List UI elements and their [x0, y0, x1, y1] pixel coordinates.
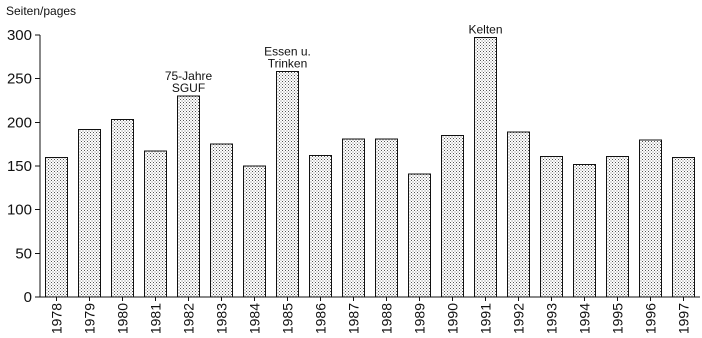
- bar-1982: [177, 95, 200, 298]
- x-tick-label-1989: 1989: [412, 303, 428, 334]
- x-tick-label-1995: 1995: [610, 303, 626, 334]
- x-tick-label-1997: 1997: [676, 303, 692, 334]
- x-tick-label-1990: 1990: [445, 303, 461, 334]
- bar-1988: [375, 138, 398, 298]
- y-tick-label: 250: [7, 71, 32, 88]
- bar-1984: [243, 165, 266, 298]
- x-tick-label-1996: 1996: [643, 303, 659, 334]
- bar-1990: [441, 134, 464, 298]
- bar-1996: [639, 139, 662, 298]
- y-tick-label: 0: [24, 289, 32, 306]
- x-tick-label-1987: 1987: [346, 303, 362, 334]
- bar-1993: [540, 155, 563, 298]
- bar-1994: [573, 163, 596, 298]
- y-tick-label: 300: [7, 27, 32, 44]
- bar-1989: [408, 173, 431, 298]
- y-axis: 0 50 100 150 200 250 300: [7, 27, 41, 306]
- bar-1979: [78, 128, 101, 298]
- bar-1987: [342, 138, 365, 298]
- bar-1983: [210, 143, 233, 298]
- x-tick-label-1988: 1988: [379, 303, 395, 334]
- bar-1978: [45, 156, 68, 298]
- bar-1991: [474, 37, 497, 298]
- bar-1981: [144, 150, 167, 298]
- x-axis: 1978 1979 1980 1981 1982 1983 1984 1985 1986 1987…: [40, 296, 700, 334]
- x-tick-label-1986: 1986: [313, 303, 329, 334]
- annotation-1985-line: Trinken: [268, 57, 308, 71]
- x-tick-label-1991: 1991: [478, 303, 494, 334]
- y-tick-label: 200: [7, 114, 32, 131]
- bar-1985: [276, 71, 299, 298]
- bars: [45, 37, 695, 298]
- bar-1992: [507, 131, 530, 298]
- annotation-1991-line: Kelten: [468, 23, 502, 37]
- annotation-1985-line: Essen u.: [264, 45, 311, 59]
- annotation-1982-line: 75-Jahre: [165, 69, 213, 83]
- x-tick-label-1980: 1980: [115, 303, 131, 334]
- y-tick-label: 150: [7, 158, 32, 175]
- bar-1980: [111, 119, 134, 298]
- bar-1995: [606, 155, 629, 298]
- y-tick-label: 50: [15, 245, 32, 262]
- y-axis-unit-label: Seiten/pages: [6, 4, 76, 18]
- annotation-1982-line: SGUF: [172, 81, 205, 95]
- x-tick-label-1984: 1984: [247, 303, 263, 334]
- x-tick-label-1981: 1981: [148, 303, 164, 334]
- y-tick-label: 100: [7, 202, 32, 219]
- x-tick-label-1992: 1992: [511, 303, 527, 334]
- bar-1997: [672, 156, 695, 298]
- x-tick-label-1985: 1985: [280, 303, 296, 334]
- x-tick-label-1983: 1983: [214, 303, 230, 334]
- bar-1986: [309, 155, 332, 298]
- x-tick-label-1978: 1978: [49, 303, 65, 334]
- x-tick-label-1982: 1982: [181, 303, 197, 334]
- x-tick-label-1979: 1979: [82, 303, 98, 334]
- x-tick-label-1994: 1994: [577, 303, 593, 334]
- x-tick-label-1993: 1993: [544, 303, 560, 334]
